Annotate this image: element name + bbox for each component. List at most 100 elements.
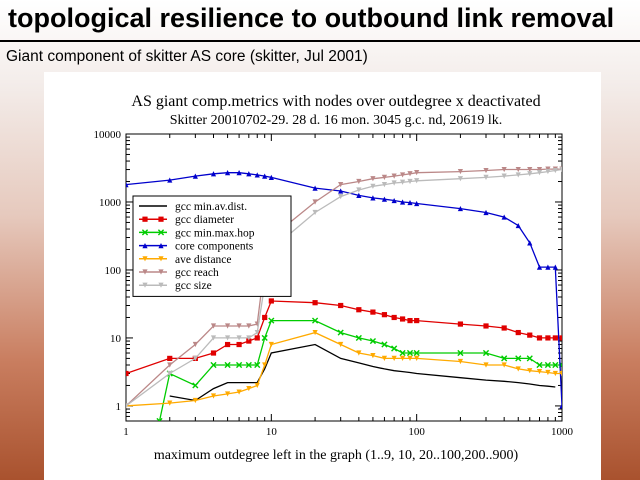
legend-marker	[158, 282, 164, 288]
data-point-3	[501, 214, 507, 220]
data-point-3	[356, 192, 362, 198]
data-point-4	[246, 385, 252, 392]
data-point-1	[536, 335, 543, 341]
x-tick-label: 1	[123, 426, 129, 438]
data-point-1	[224, 341, 231, 348]
data-point-2	[482, 349, 490, 357]
data-point-2	[391, 345, 398, 352]
legend-label: core components	[175, 241, 254, 253]
x-tick-label: 100	[408, 426, 425, 438]
data-point-5	[391, 173, 397, 179]
data-point-2	[311, 317, 319, 324]
data-point-6	[399, 179, 406, 185]
data-point-2	[536, 361, 543, 369]
data-point-1	[545, 335, 551, 341]
data-point-6	[552, 167, 558, 174]
legend-marker	[142, 243, 148, 249]
chart-svg: AS giant comp.metrics with nodes over ou…	[94, 93, 574, 463]
data-point-6	[501, 173, 507, 179]
data-point-5	[167, 362, 173, 368]
data-point-4	[356, 350, 362, 356]
data-point-3	[515, 222, 521, 229]
data-point-3	[536, 264, 543, 270]
data-point-4	[391, 355, 397, 362]
slide-title: topological resilience to outbound link …	[8, 3, 615, 33]
data-point-4	[192, 397, 198, 404]
data-point-6	[236, 335, 242, 341]
data-point-6	[246, 335, 252, 341]
legend-label: gcc diameter	[175, 214, 234, 226]
y-tick-label: 10000	[94, 129, 122, 141]
data-point-4	[501, 362, 507, 368]
data-point-6	[312, 209, 318, 216]
data-point-2	[210, 361, 217, 369]
data-point-3	[338, 188, 344, 194]
chart-subtitle: Skitter 20010702-29. 28 d. 16 mon. 3045 …	[170, 113, 503, 128]
legend-label: ave distance	[175, 254, 232, 266]
series-line-4	[126, 331, 562, 407]
data-point-2	[268, 317, 275, 324]
data-point-6	[391, 180, 397, 186]
data-point-5	[515, 166, 521, 173]
data-point-3	[224, 170, 231, 176]
data-point-1	[236, 341, 242, 348]
data-point-5	[381, 174, 388, 180]
data-point-4	[527, 368, 533, 374]
data-point-4	[167, 400, 173, 406]
data-point-3	[527, 240, 533, 246]
data-point-3	[262, 173, 268, 179]
legend-label: gcc size	[175, 280, 212, 292]
chart-panel: AS giant comp.metrics with nodes over ou…	[44, 72, 601, 480]
data-point-6	[254, 329, 260, 336]
data-point-3	[545, 264, 551, 270]
y-tick-label: 1	[116, 401, 122, 413]
data-point-5	[414, 170, 420, 176]
legend-marker	[141, 229, 149, 236]
data-point-1	[126, 370, 129, 377]
data-point-4	[370, 352, 376, 359]
data-point-5	[210, 323, 217, 329]
data-point-6	[210, 335, 217, 341]
legend-label: gcc min.av.dist.	[175, 201, 247, 213]
data-point-4	[559, 370, 562, 377]
data-point-6	[559, 166, 562, 173]
data-point-6	[536, 170, 543, 176]
data-point-5	[370, 176, 376, 182]
legend-marker	[158, 269, 164, 275]
data-point-6	[515, 172, 521, 178]
data-point-1	[210, 350, 217, 356]
data-point-6	[414, 178, 420, 184]
y-tick-label: 100	[105, 265, 122, 277]
series-line-3	[126, 172, 562, 406]
data-point-3	[210, 171, 217, 177]
data-point-3	[236, 170, 242, 176]
legend-marker	[158, 243, 164, 249]
data-point-6	[407, 178, 413, 185]
data-point-6	[483, 174, 489, 180]
legend-marker	[158, 256, 164, 262]
data-point-3	[167, 177, 173, 183]
data-point-5	[399, 172, 406, 178]
data-point-1	[515, 329, 521, 336]
plot-frame	[125, 133, 563, 422]
data-point-2	[355, 334, 362, 342]
data-point-3	[414, 200, 420, 207]
data-point-1	[552, 335, 558, 341]
data-point-4	[407, 355, 413, 362]
data-point-3	[407, 199, 413, 206]
x-tick-label: 1000	[551, 426, 574, 438]
data-point-4	[236, 389, 242, 395]
data-point-2	[245, 361, 252, 369]
y-tick-label: 1000	[99, 197, 122, 209]
data-point-5	[338, 182, 344, 188]
data-point-2	[501, 355, 508, 362]
data-point-3	[391, 197, 397, 204]
legend-marker	[158, 216, 164, 222]
legend-marker	[142, 256, 148, 262]
data-point-4	[254, 382, 260, 389]
data-point-3	[457, 205, 464, 212]
series-line-1	[126, 300, 562, 375]
data-point-1	[399, 316, 406, 322]
data-point-5	[246, 323, 252, 329]
data-point-2	[369, 337, 377, 345]
